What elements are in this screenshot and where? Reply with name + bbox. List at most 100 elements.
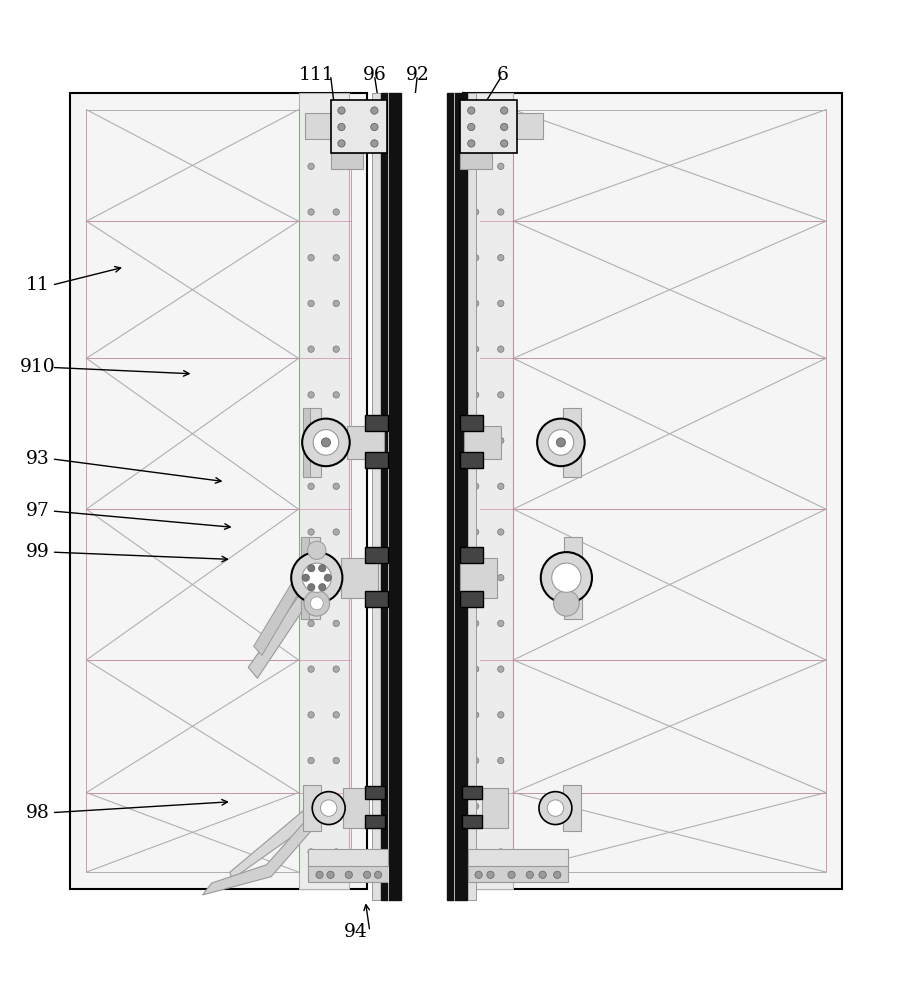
Circle shape — [333, 392, 339, 398]
Circle shape — [554, 591, 580, 616]
Circle shape — [333, 712, 339, 718]
Circle shape — [498, 757, 504, 764]
Bar — [447, 93, 467, 900]
Circle shape — [501, 107, 508, 114]
Circle shape — [308, 117, 315, 124]
Circle shape — [501, 140, 508, 147]
Circle shape — [472, 209, 479, 215]
Bar — [460, 547, 483, 563]
Circle shape — [333, 437, 339, 444]
Text: 93: 93 — [26, 450, 50, 468]
Bar — [330, 153, 362, 169]
Bar — [365, 786, 385, 799]
Circle shape — [554, 871, 561, 878]
Circle shape — [333, 803, 339, 809]
Circle shape — [324, 574, 331, 581]
Circle shape — [308, 255, 315, 261]
Circle shape — [557, 438, 566, 447]
Circle shape — [547, 800, 564, 816]
Bar — [347, 426, 383, 459]
Circle shape — [374, 871, 381, 878]
Circle shape — [318, 565, 326, 572]
Bar — [460, 415, 483, 431]
Circle shape — [308, 712, 315, 718]
Circle shape — [539, 792, 572, 825]
Bar — [365, 815, 385, 828]
Circle shape — [337, 140, 345, 147]
Circle shape — [333, 575, 339, 581]
Circle shape — [307, 584, 315, 591]
Circle shape — [310, 597, 323, 610]
Bar — [464, 426, 501, 459]
Circle shape — [333, 346, 339, 352]
Polygon shape — [230, 792, 326, 879]
Circle shape — [345, 871, 352, 878]
Circle shape — [472, 620, 479, 627]
Circle shape — [321, 438, 330, 447]
Circle shape — [308, 803, 315, 809]
Circle shape — [498, 209, 504, 215]
Circle shape — [498, 255, 504, 261]
Bar — [564, 537, 582, 619]
Bar — [460, 100, 517, 153]
Circle shape — [307, 565, 315, 572]
Circle shape — [475, 871, 482, 878]
Circle shape — [498, 575, 504, 581]
Bar — [460, 452, 483, 468]
Bar — [462, 786, 482, 799]
Circle shape — [498, 437, 504, 444]
Circle shape — [498, 117, 504, 124]
Bar — [307, 864, 388, 882]
Circle shape — [468, 107, 475, 114]
Bar — [304, 408, 321, 477]
Circle shape — [370, 140, 378, 147]
Circle shape — [308, 163, 315, 170]
Circle shape — [468, 123, 475, 131]
Bar — [302, 537, 308, 619]
Circle shape — [498, 300, 504, 307]
Circle shape — [303, 563, 331, 592]
Circle shape — [498, 529, 504, 535]
Circle shape — [308, 209, 315, 215]
Circle shape — [304, 591, 329, 616]
Text: 99: 99 — [26, 543, 50, 561]
Bar — [468, 849, 569, 866]
Circle shape — [312, 792, 345, 825]
Bar — [468, 864, 569, 882]
Circle shape — [308, 483, 315, 489]
Text: 94: 94 — [344, 923, 368, 941]
Circle shape — [370, 107, 378, 114]
Circle shape — [472, 575, 479, 581]
Circle shape — [541, 552, 592, 603]
Circle shape — [498, 849, 504, 855]
Circle shape — [472, 757, 479, 764]
Bar — [304, 408, 310, 477]
Bar — [460, 558, 497, 598]
Circle shape — [308, 300, 315, 307]
Bar — [307, 849, 388, 866]
Circle shape — [548, 430, 574, 455]
Circle shape — [370, 123, 378, 131]
Bar — [460, 153, 492, 169]
Circle shape — [472, 803, 479, 809]
Circle shape — [498, 666, 504, 672]
Circle shape — [472, 849, 479, 855]
Circle shape — [337, 107, 345, 114]
Text: 97: 97 — [26, 502, 50, 520]
Bar — [463, 93, 514, 889]
Circle shape — [333, 757, 339, 764]
Bar — [70, 93, 367, 889]
Circle shape — [498, 712, 504, 718]
Circle shape — [333, 529, 339, 535]
Bar — [462, 815, 482, 828]
Bar — [371, 93, 381, 900]
Bar — [365, 591, 388, 607]
Circle shape — [472, 163, 479, 170]
Bar — [304, 785, 321, 831]
Bar — [467, 93, 476, 900]
Circle shape — [498, 346, 504, 352]
Bar — [460, 591, 483, 607]
Circle shape — [498, 392, 504, 398]
Bar — [401, 93, 447, 900]
Polygon shape — [254, 564, 310, 655]
